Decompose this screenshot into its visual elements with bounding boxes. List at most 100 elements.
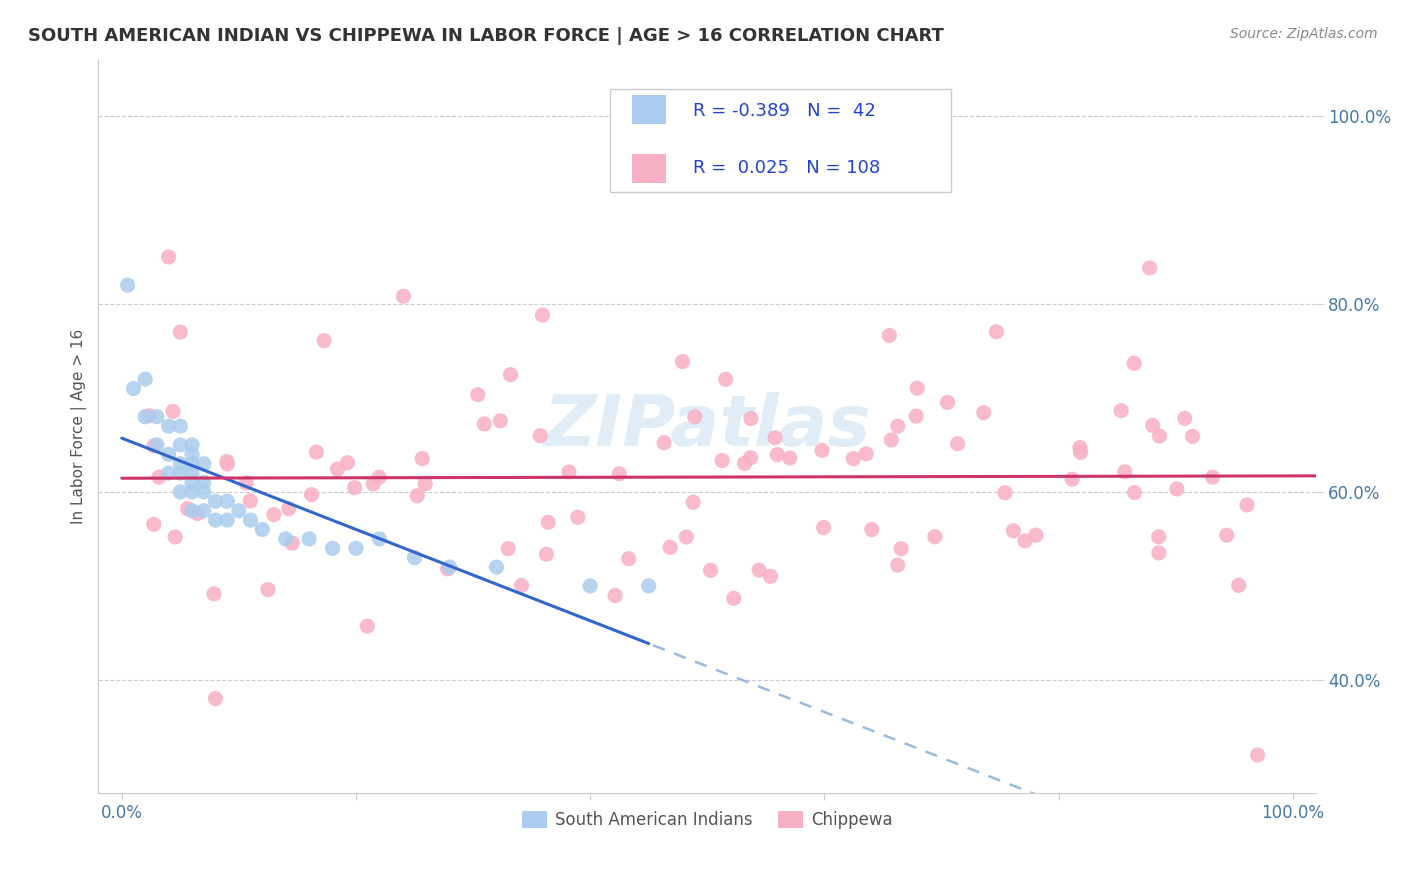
Point: [404, 550, 426, 565]
Point: [1025, 528, 1047, 542]
Point: [157, 466, 180, 480]
Point: [439, 560, 461, 574]
Point: [148, 470, 170, 484]
Point: [239, 494, 262, 508]
Point: [117, 278, 139, 293]
FancyBboxPatch shape: [610, 89, 950, 192]
Point: [411, 451, 433, 466]
Point: [973, 406, 995, 420]
Point: [1147, 530, 1170, 544]
Point: [499, 368, 522, 382]
Point: [368, 532, 391, 546]
Point: [536, 547, 558, 561]
Y-axis label: In Labor Force | Age > 16: In Labor Force | Age > 16: [72, 328, 87, 524]
Point: [766, 448, 789, 462]
Point: [215, 454, 238, 468]
FancyBboxPatch shape: [631, 154, 666, 183]
Point: [298, 532, 321, 546]
Point: [356, 619, 378, 633]
Point: [1002, 524, 1025, 538]
Point: [162, 404, 184, 418]
Point: [202, 587, 225, 601]
Point: [880, 433, 903, 447]
Point: [193, 475, 215, 490]
Point: [217, 457, 239, 471]
Point: [143, 439, 166, 453]
Point: [637, 579, 659, 593]
Point: [472, 417, 495, 431]
Point: [734, 457, 756, 471]
Point: [392, 289, 415, 303]
Point: [193, 457, 215, 471]
Point: [1246, 747, 1268, 762]
Point: [134, 372, 156, 386]
Point: [122, 382, 145, 396]
Point: [169, 419, 191, 434]
Point: [887, 419, 910, 434]
Point: [1142, 418, 1164, 433]
Point: [169, 438, 191, 452]
Point: [905, 381, 928, 395]
Point: [759, 569, 782, 583]
Point: [1123, 485, 1146, 500]
Point: [235, 475, 257, 490]
Point: [343, 481, 366, 495]
Point: [558, 465, 581, 479]
Point: [181, 466, 204, 480]
Point: [1109, 403, 1132, 417]
Text: Source: ZipAtlas.com: Source: ZipAtlas.com: [1230, 27, 1378, 41]
Point: [1166, 482, 1188, 496]
Point: [169, 325, 191, 339]
Point: [886, 558, 908, 573]
Point: [924, 530, 946, 544]
Point: [193, 504, 215, 518]
Point: [252, 523, 274, 537]
Point: [413, 476, 436, 491]
Point: [1014, 533, 1036, 548]
Point: [699, 563, 721, 577]
Point: [157, 447, 180, 461]
Point: [842, 451, 865, 466]
Point: [1070, 445, 1092, 459]
Point: [510, 578, 533, 592]
Point: [187, 507, 209, 521]
Point: [485, 560, 508, 574]
Point: [711, 453, 734, 467]
Point: [257, 582, 280, 597]
Point: [617, 551, 640, 566]
Point: [537, 516, 560, 530]
Point: [134, 409, 156, 424]
Point: [1174, 411, 1197, 425]
Point: [1123, 356, 1146, 370]
Point: [181, 438, 204, 452]
Point: [181, 504, 204, 518]
Point: [193, 484, 215, 499]
Point: [1236, 498, 1258, 512]
Point: [607, 467, 630, 481]
Point: [531, 308, 554, 322]
Point: [813, 520, 835, 534]
Text: ZIPatlas: ZIPatlas: [544, 392, 870, 460]
Point: [855, 447, 877, 461]
Point: [1216, 528, 1239, 542]
Point: [314, 334, 336, 348]
Point: [603, 589, 626, 603]
Point: [228, 504, 250, 518]
Point: [436, 562, 458, 576]
Point: [936, 395, 959, 409]
Point: [176, 501, 198, 516]
Point: [496, 541, 519, 556]
Point: [567, 510, 589, 524]
Point: [322, 541, 344, 556]
Point: [277, 501, 299, 516]
Point: [305, 445, 328, 459]
Point: [169, 466, 191, 480]
Point: [204, 494, 226, 508]
Point: [652, 435, 675, 450]
Point: [217, 494, 239, 508]
Point: [986, 325, 1008, 339]
FancyBboxPatch shape: [631, 95, 666, 124]
Point: [239, 513, 262, 527]
Point: [467, 387, 489, 401]
Point: [368, 470, 391, 484]
